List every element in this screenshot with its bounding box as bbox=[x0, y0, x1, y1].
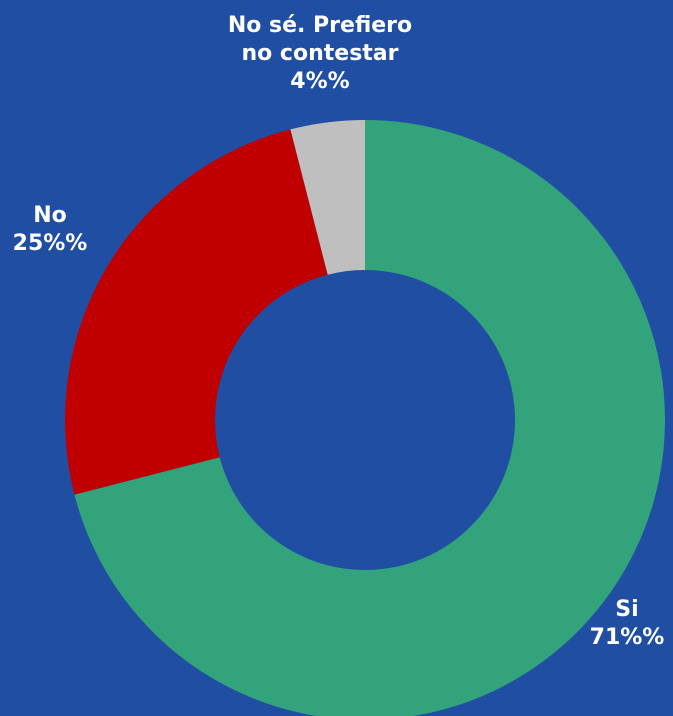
slice-label-no: No 25%% bbox=[10, 202, 90, 258]
slice-value-no: 25%% bbox=[12, 231, 88, 256]
slice-label-no-se-line1: No sé. Prefiero bbox=[227, 13, 413, 38]
slice-label-si: Si 71%% bbox=[585, 596, 669, 652]
slice-label-no-name: No bbox=[33, 203, 67, 228]
donut-slice-no-se bbox=[290, 120, 365, 275]
slice-value-si: 71%% bbox=[589, 625, 665, 650]
slice-value-no-se: 4%% bbox=[290, 69, 350, 94]
slice-label-no-se: No sé. Prefiero no contestar 4%% bbox=[195, 12, 445, 96]
donut-slice-no bbox=[65, 129, 328, 495]
slice-label-no-se-line2: no contestar bbox=[241, 41, 399, 66]
donut-slice-si bbox=[74, 120, 665, 716]
slice-label-si-name: Si bbox=[615, 597, 639, 622]
